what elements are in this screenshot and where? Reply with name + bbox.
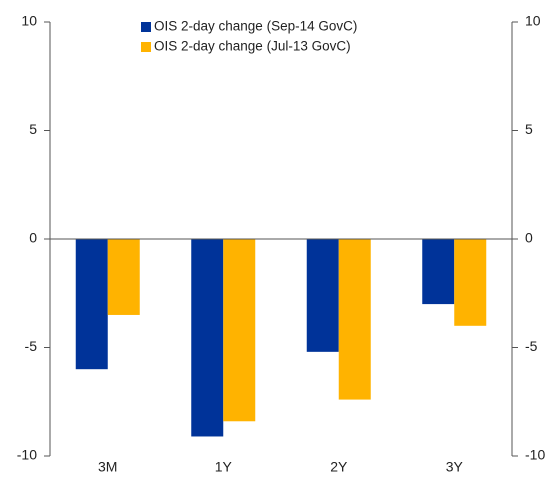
- y2-tick-label: 0: [525, 230, 533, 246]
- bar: [223, 239, 256, 422]
- y-tick-label: 5: [29, 121, 37, 137]
- bar: [191, 239, 224, 437]
- y-tick-label: -5: [25, 338, 38, 354]
- legend-label: OIS 2-day change (Jul-13 GovC): [154, 39, 351, 54]
- bar: [422, 239, 455, 305]
- x-tick-label: 2Y: [330, 459, 348, 475]
- bar: [75, 239, 108, 370]
- bar: [306, 239, 339, 352]
- legend: OIS 2-day change (Sep-14 GovC) OIS 2-day …: [141, 19, 357, 54]
- y-tick-label: 10: [21, 13, 37, 29]
- x-tick-label: 1Y: [215, 459, 233, 475]
- y2-tick-label: -5: [525, 338, 538, 354]
- bar: [107, 239, 140, 315]
- x-tick-label: 3M: [98, 459, 117, 475]
- y2-tick-label: -10: [525, 447, 545, 463]
- y2-tick-label: 5: [525, 121, 533, 137]
- x-tick-label: 3Y: [446, 459, 464, 475]
- y-tick-label: -10: [17, 447, 37, 463]
- legend-label: OIS 2-day change (Sep-14 GovC): [154, 19, 357, 34]
- legend-swatch: [141, 42, 151, 52]
- y2-tick-label: 10: [525, 13, 541, 29]
- bar: [338, 239, 371, 400]
- legend-swatch: [141, 22, 151, 32]
- bar: [454, 239, 487, 326]
- y-tick-label: 0: [29, 230, 37, 246]
